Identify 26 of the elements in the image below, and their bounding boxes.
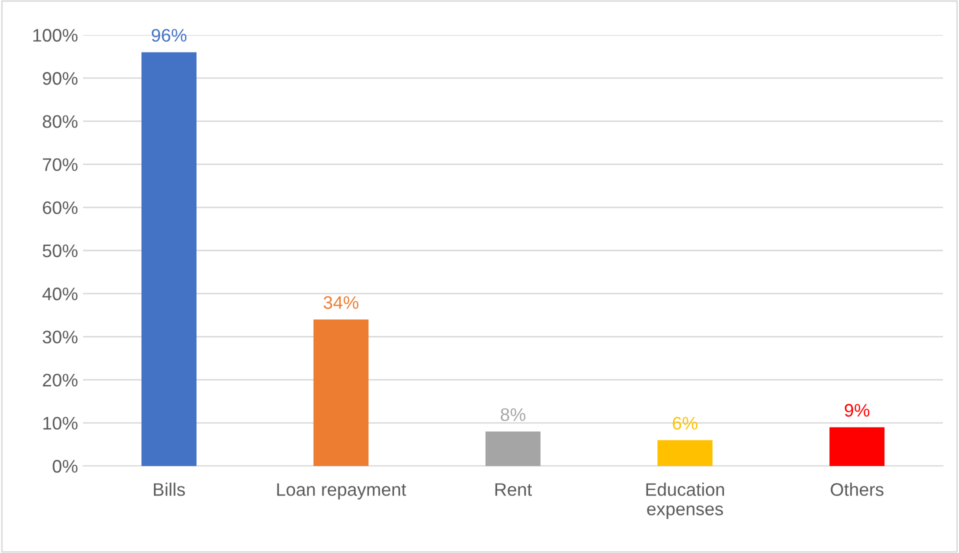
- x-tick-label: Education expenses: [646, 482, 724, 519]
- bar: [485, 432, 541, 466]
- y-tick-label: 0%: [52, 460, 78, 473]
- y-tick-label: 60%: [42, 201, 78, 214]
- x-tick-label: Others: [830, 482, 884, 496]
- data-label: 6%: [672, 416, 698, 430]
- y-tick-label: 70%: [42, 158, 78, 172]
- y-tick-label: 30%: [42, 330, 78, 344]
- data-label: 96%: [152, 28, 186, 42]
- y-tick-label: 90%: [42, 72, 78, 85]
- y-tick-label: 10%: [43, 416, 78, 430]
- x-tick-label: Loan repayment: [277, 483, 406, 500]
- bar: [313, 319, 369, 466]
- y-tick-label: 50%: [42, 244, 78, 258]
- y-tick-label: 20%: [42, 374, 78, 387]
- bar: [829, 427, 885, 466]
- y-tick-label: 40%: [42, 288, 78, 300]
- bar: [657, 440, 713, 466]
- x-tick-label: Rent: [495, 483, 532, 496]
- data-label: 9%: [844, 404, 870, 417]
- x-tick-label: Bills: [154, 482, 185, 496]
- y-tick-label: 80%: [42, 115, 78, 128]
- y-tick-label: 100%: [33, 28, 78, 42]
- bar: [141, 52, 197, 466]
- data-label: 34%: [324, 296, 358, 309]
- data-label: 8%: [500, 408, 526, 422]
